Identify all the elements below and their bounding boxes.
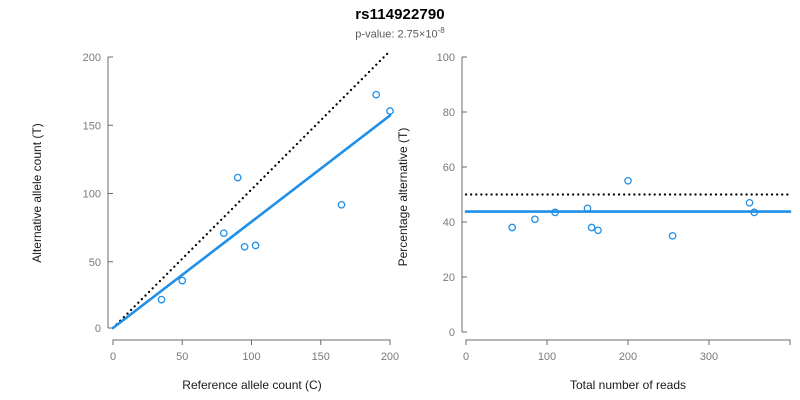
data-point	[583, 204, 592, 213]
right-data-points	[508, 176, 759, 240]
left-axes	[107, 56, 391, 345]
right-ytick-100: 100	[437, 52, 455, 64]
data-point	[750, 208, 759, 217]
data-point	[668, 231, 677, 240]
pvalue-exponent: -8	[437, 26, 445, 35]
left-reference-line	[111, 49, 392, 330]
right-ytick-40: 40	[443, 217, 455, 229]
right-ytick-0: 0	[449, 327, 455, 339]
right-y-axis	[461, 56, 467, 333]
left-y-axis	[107, 56, 113, 329]
right-y-tick-labels: 0 20 40 60 80 100	[437, 52, 455, 339]
left-ytick-200: 200	[83, 52, 101, 64]
data-point	[233, 173, 242, 182]
right-x-tick-labels: 0 100 200 300	[463, 351, 718, 363]
data-point	[178, 276, 187, 285]
right-xtick-300: 300	[700, 351, 718, 363]
right-axes	[461, 56, 791, 345]
left-fit-line	[111, 114, 392, 330]
left-ytick-0: 0	[95, 323, 101, 335]
data-point	[372, 90, 381, 99]
right-xtick-100: 100	[538, 351, 556, 363]
pvalue-subtitle: p-value: 2.75×10-8	[0, 26, 800, 41]
left-xtick-100: 100	[242, 351, 260, 363]
page-title: rs114922790	[355, 6, 445, 23]
left-ytick-100: 100	[83, 189, 101, 201]
left-y-axis-label: Alternative allele count (T)	[30, 123, 44, 263]
right-x-axis-label: Total number of reads	[569, 378, 687, 392]
left-xtick-200: 200	[381, 351, 399, 363]
pvalue-mantissa: p-value: 2.75×10	[355, 28, 438, 41]
data-point	[587, 223, 596, 232]
data-point	[240, 242, 249, 251]
data-point	[251, 241, 260, 250]
data-point	[594, 226, 602, 235]
left-xtick-150: 150	[312, 351, 330, 363]
data-point	[219, 229, 228, 238]
left-scatter-plot: 0 50 100 150 200 0 50 100 150 200	[83, 49, 399, 363]
left-xtick-0: 0	[110, 351, 116, 363]
panel-percentage-alternative: 0 20 40 60 80 100 0 100 200 300	[396, 0, 800, 400]
data-point	[337, 200, 346, 209]
right-xtick-200: 200	[619, 351, 637, 363]
right-scatter-plot: 0 20 40 60 80 100 0 100 200 300	[437, 52, 792, 363]
data-point	[508, 223, 517, 232]
left-data-points	[157, 90, 394, 304]
left-x-axis-label: Reference allele count (C)	[182, 378, 322, 392]
right-ytick-80: 80	[443, 107, 455, 119]
left-x-tick-labels: 0 50 100 150 200	[110, 351, 399, 363]
right-y-axis-label: Percentage alternative (T)	[396, 127, 410, 267]
data-point	[745, 198, 754, 207]
panel-allele-counts: 0 50 100 150 200 0 50 100 150 200	[30, 49, 399, 392]
data-point	[551, 208, 559, 217]
left-y-tick-labels: 0 50 100 150 200	[83, 52, 101, 335]
data-point	[531, 215, 539, 224]
data-point	[157, 295, 166, 304]
left-ytick-150: 150	[83, 120, 101, 132]
right-ytick-20: 20	[443, 272, 455, 284]
right-xtick-0: 0	[463, 351, 469, 363]
right-ytick-60: 60	[443, 162, 455, 174]
left-x-axis	[112, 339, 391, 345]
data-point	[624, 176, 632, 185]
left-ytick-50: 50	[89, 257, 101, 269]
right-x-axis	[465, 339, 791, 345]
data-point	[386, 107, 394, 115]
left-xtick-50: 50	[176, 351, 188, 363]
